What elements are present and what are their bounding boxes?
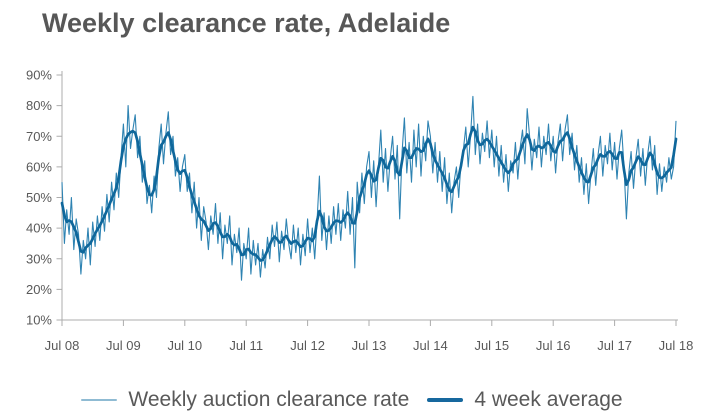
y-tick-label: 50% — [26, 190, 52, 205]
x-tick-label: Jul 15 — [474, 338, 509, 353]
x-tick-label: Jul 14 — [413, 338, 448, 353]
y-tick-label: 10% — [26, 313, 52, 328]
page-title: Weekly clearance rate, Adelaide — [42, 8, 451, 38]
x-tick-label: Jul 13 — [352, 338, 387, 353]
average-series-line — [60, 125, 678, 262]
x-tick-label: Jul 11 — [229, 338, 263, 353]
x-tick-label: Jul 17 — [597, 338, 632, 353]
x-tick-label: Jul 16 — [536, 338, 571, 353]
y-tick-label: 60% — [26, 159, 52, 174]
weekly-series-line — [61, 95, 677, 281]
x-tick-label: Jul 12 — [290, 338, 325, 353]
x-tick-label: Jul 10 — [167, 338, 202, 353]
y-tick-label: 20% — [26, 282, 52, 297]
y-tick-label: 40% — [26, 221, 52, 236]
legend-item-average: 4 week average — [427, 388, 623, 412]
x-tick-label: Jul 18 — [659, 338, 694, 353]
y-tick-label: 90% — [26, 68, 52, 83]
y-tick-label: 30% — [26, 251, 52, 266]
x-tick-label: Jul 09 — [106, 338, 141, 353]
y-tick-label: 70% — [26, 129, 52, 144]
legend: Weekly auction clearance rate 4 week ave… — [0, 383, 704, 417]
y-tick-label: 80% — [26, 98, 52, 113]
weekly-line-sample-icon — [81, 399, 118, 401]
average-line-sample-icon — [427, 398, 464, 402]
x-tick-label: Jul 08 — [45, 338, 80, 353]
legend-weekly-label: Weekly auction clearance rate — [128, 388, 410, 411]
legend-average-label: 4 week average — [474, 388, 623, 411]
legend-item-weekly: Weekly auction clearance rate — [81, 388, 409, 412]
